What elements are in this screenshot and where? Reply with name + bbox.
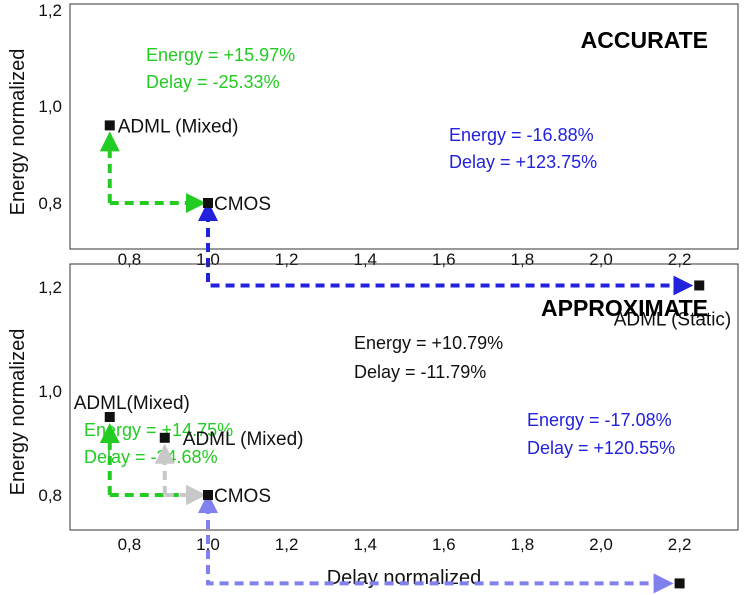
panel-title: APPROXIMATE [541,295,708,321]
panel-title: ACCURATE [581,27,708,53]
data-point-marker [674,578,685,589]
x-tick-label: 1,6 [432,250,456,269]
x-tick-label: 1,4 [353,250,377,269]
data-point-label: ADML (Mixed) [118,116,239,137]
data-point-marker [694,280,705,291]
y-axis-title-top: Energy normalized [7,49,29,216]
delay-annotation: Delay = -11.79% [354,362,486,382]
data-point-marker [104,412,115,422]
data-point-label: ADML (Mixed) [183,429,304,450]
data-point-label: ADML(Mixed) [74,393,190,414]
data-point-label: CMOS [214,486,271,507]
y-tick-label: 0,8 [38,194,62,213]
data-point-label: CMOS [214,194,271,215]
data-point-marker [203,198,213,208]
delay-annotation: Delay = -25.33% [146,72,280,92]
accurate-panel: ACCURATE 0,8 1,0 1,2 1,4 1,6 1,8 2,0 2,20,81,01… [38,1,739,330]
x-tick-label: 1,0 [196,535,220,554]
x-tick-label: 0,8 [118,535,142,554]
plot-frame [69,263,739,531]
x-tick-label: 2,0 [589,535,613,554]
y-axis-title-bottom: Energy normalized [7,329,29,496]
x-tick-label: 1,6 [432,535,456,554]
data-point-marker [104,120,115,131]
y-tick-label: 1,0 [38,97,62,116]
x-tick-label: 1,8 [511,250,535,269]
x-tick-label: 2,2 [668,250,692,269]
delay-annotation: Delay = +120.55% [527,438,675,458]
x-tick-label: 1,8 [511,535,535,554]
y-tick-label: 1,0 [38,382,62,401]
energy-annotation: Energy = -16.88% [449,125,594,145]
x-tick-label: 2,2 [668,535,692,554]
data-point-label: ADML (Static) [614,309,732,330]
marks-layer: 0,8 1,0 1,2 1,4 1,6 1,8 2,0 2,2 0,8 1,0 1,2 Energy … [38,278,692,594]
plot-frame [69,3,739,250]
delay-annotation: Delay = +123.75% [449,152,597,172]
approximate-panel: APPROXIMATE 0,8 1,0 1,2 1,4 1,6 1,8 2,0 2,2 0,8 1… [38,263,739,594]
transition-arrow [206,213,694,296]
energy-annotation: Energy = +14.75% [84,420,233,440]
energy-annotation: Energy = -17.08% [527,410,672,430]
data-point-marker [159,432,170,443]
delay-annotation: Delay = -24.68% [84,447,218,467]
data-point-marker [203,490,213,500]
x-tick-label: 1,4 [353,535,377,554]
energy-annotation: Energy = +10.79% [354,333,503,353]
x-tick-label: 2,0 [589,250,613,269]
x-axis-title: Delay normalized [327,567,482,589]
transition-arrow [206,505,674,594]
y-tick-label: 1,2 [38,1,62,20]
energy-annotation: Energy = +15.97% [146,45,295,65]
x-tick-label: 1,2 [275,250,299,269]
x-tick-label: 1,2 [275,535,299,554]
y-tick-label: 0,8 [38,486,62,505]
x-tick-label: 0,8 [118,250,142,269]
y-tick-label: 1,2 [38,278,62,297]
